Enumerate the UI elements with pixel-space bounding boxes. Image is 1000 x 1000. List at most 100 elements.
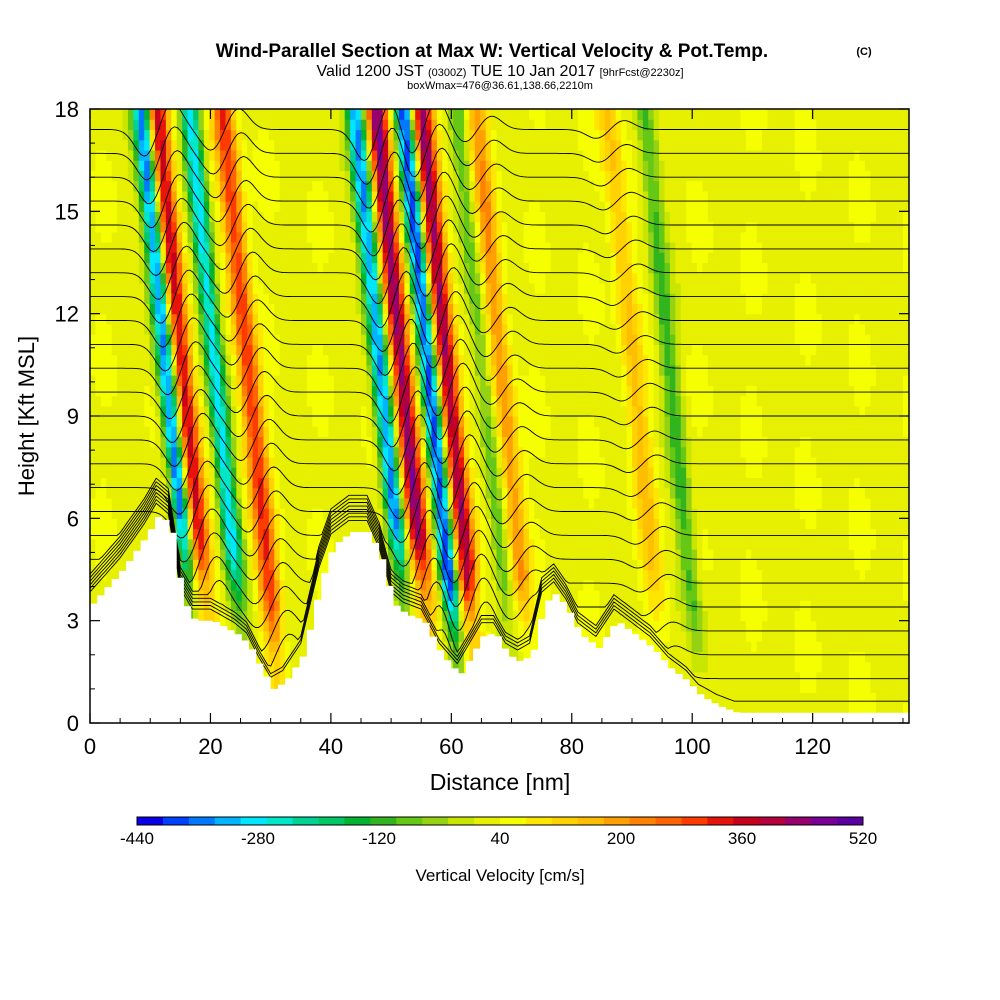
velocity-cell [241, 528, 248, 540]
velocity-cell [762, 579, 769, 591]
velocity-cell [653, 436, 660, 448]
velocity-cell [756, 641, 763, 652]
velocity-cell [512, 569, 519, 581]
velocity-cell [626, 405, 633, 417]
velocity-cell [176, 426, 183, 438]
velocity-cell [626, 487, 633, 499]
velocity-cell [886, 477, 893, 489]
velocity-cell [729, 559, 736, 571]
velocity-cell [339, 528, 346, 540]
velocity-cell [789, 405, 796, 417]
velocity-cell [512, 405, 519, 417]
velocity-cell [756, 508, 763, 519]
velocity-cell [323, 426, 330, 438]
velocity-cell [247, 497, 254, 509]
velocity-cell [485, 436, 492, 448]
velocity-cell [507, 446, 514, 458]
velocity-cell [442, 569, 449, 581]
velocity-cell [702, 589, 709, 601]
velocity-cell [480, 446, 487, 458]
velocity-cell [843, 651, 850, 663]
velocity-cell [203, 416, 210, 427]
velocity-cell [295, 630, 302, 642]
velocity-cell [458, 620, 465, 632]
velocity-cell [290, 620, 297, 632]
velocity-cell [529, 436, 536, 448]
velocity-cell [865, 436, 872, 448]
velocity-cell [702, 385, 709, 397]
velocity-cell [762, 569, 769, 581]
velocity-cell [285, 456, 292, 468]
velocity-cell [447, 538, 454, 550]
velocity-cell [718, 600, 725, 612]
velocity-cell [865, 692, 872, 704]
velocity-cell [707, 487, 714, 499]
velocity-cell [285, 620, 292, 632]
velocity-cell [702, 600, 709, 612]
velocity-cell [230, 610, 237, 622]
velocity-cell [507, 436, 514, 448]
velocity-cell [214, 559, 221, 571]
velocity-cell [279, 477, 286, 489]
velocity-cell [756, 671, 763, 683]
velocity-cell [90, 456, 97, 468]
velocity-cell [631, 600, 639, 612]
velocity-cell [810, 528, 817, 540]
velocity-cell [306, 620, 313, 632]
velocity-cell [734, 416, 741, 427]
velocity-cell [458, 477, 465, 489]
velocity-cell [615, 426, 622, 438]
velocity-cell [734, 487, 741, 499]
velocity-cell [214, 549, 221, 560]
velocity-cell [653, 528, 660, 540]
velocity-cell [745, 528, 752, 540]
velocity-cell [745, 456, 752, 468]
velocity-cell [724, 549, 731, 560]
velocity-cell [621, 446, 628, 458]
velocity-cell [664, 405, 671, 417]
velocity-cell [897, 405, 904, 417]
velocity-cell [604, 487, 611, 499]
chart-subtitle-2: boxWmax=476@36.61,138.66,2210m [407, 80, 593, 92]
velocity-cell [279, 405, 286, 417]
velocity-cell [263, 620, 270, 632]
velocity-cell [409, 518, 416, 530]
velocity-cell [816, 467, 823, 478]
velocity-cell [767, 528, 774, 540]
velocity-cell [117, 446, 124, 458]
velocity-cell [734, 651, 741, 663]
velocity-cell [892, 416, 899, 427]
velocity-cell [420, 508, 427, 519]
velocity-cell [843, 692, 850, 704]
velocity-cell [588, 579, 595, 591]
velocity-cell [507, 467, 514, 478]
velocity-cell [491, 579, 498, 591]
velocity-cell [501, 538, 508, 550]
velocity-cell [805, 508, 812, 519]
velocity-cell [160, 395, 167, 407]
velocity-cell [117, 467, 124, 478]
velocity-cell [382, 538, 389, 550]
velocity-cell [230, 518, 237, 530]
velocity-cell [707, 671, 714, 683]
velocity-cell [523, 395, 530, 407]
velocity-cell [187, 559, 194, 571]
velocity-cell [718, 436, 725, 448]
velocity-cell [751, 528, 758, 540]
velocity-cell [821, 559, 828, 571]
velocity-cell [691, 559, 698, 571]
velocity-cell [344, 477, 351, 489]
velocity-cell [648, 630, 655, 642]
velocity-cell [144, 477, 151, 489]
velocity-cell [724, 456, 731, 468]
velocity-cell [724, 497, 731, 509]
velocity-cell [312, 589, 319, 601]
velocity-cell [529, 385, 536, 397]
velocity-cell [892, 610, 899, 622]
velocity-cell [550, 549, 557, 560]
velocity-cell [740, 538, 747, 550]
velocity-cell [268, 446, 275, 458]
velocity-cell [371, 467, 378, 478]
velocity-cell [263, 518, 270, 530]
